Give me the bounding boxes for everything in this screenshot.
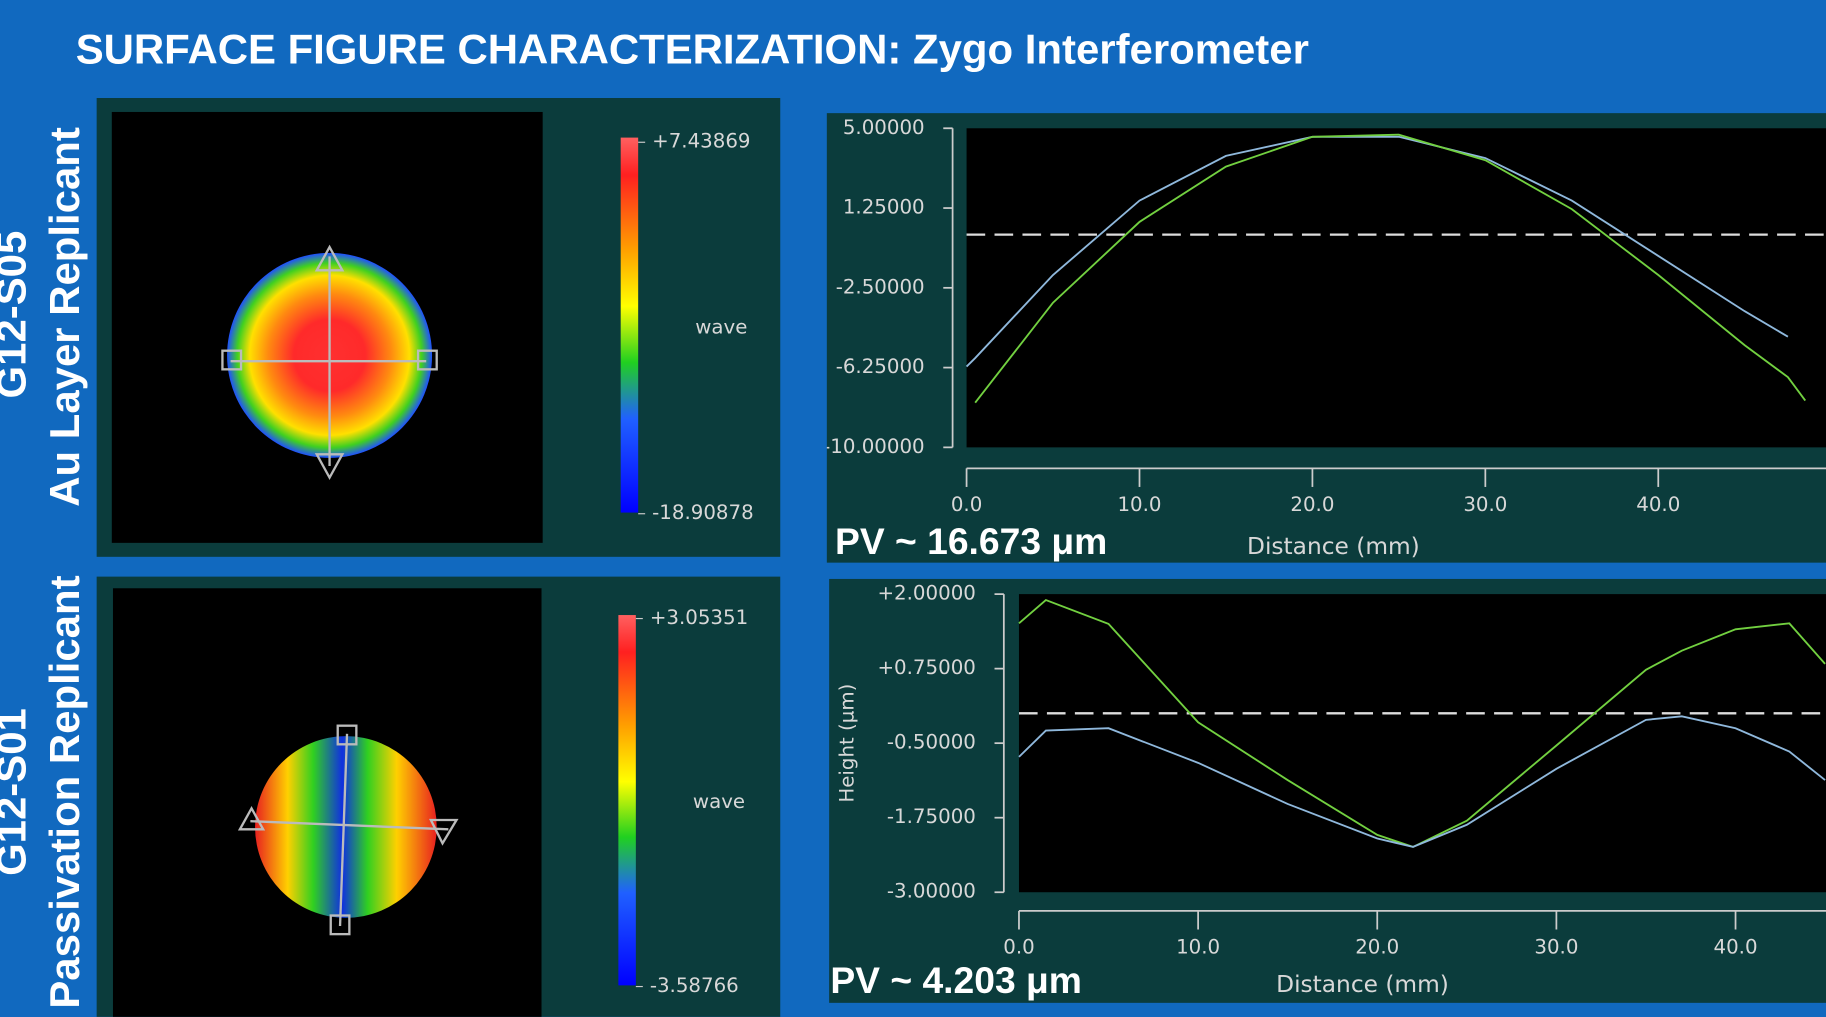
series-line <box>974 133 1807 404</box>
colorbar-unit: wave <box>695 315 747 338</box>
chart: +2.00000 +0.75000 -0.50000 -1.75000 -3.00000… <box>830 582 1826 1001</box>
colorbar <box>620 137 639 513</box>
sample-label: Passivation Replicant <box>41 575 88 1008</box>
crosshair <box>221 244 438 481</box>
pv-annotation: PV ~ 16.673 μm <box>835 520 1107 562</box>
x-tick-label: 0.0 <box>1003 936 1034 959</box>
x-tick-label: 40.0 <box>1714 936 1758 959</box>
x-axis-label: Distance (mm) <box>1247 533 1420 560</box>
series-line <box>1018 598 1826 848</box>
y-tick-label: -0.50000 <box>887 731 976 754</box>
sample-id: G12-S05 <box>0 231 35 399</box>
plot-area <box>1018 594 1826 893</box>
colorbar-max: +3.05351 <box>650 606 748 629</box>
y-tick-label: -6.25000 <box>836 355 925 378</box>
x-tick-label: 0.0 <box>951 493 982 516</box>
x-tick-label: 30.0 <box>1463 493 1507 516</box>
x-tick-label: 40.0 <box>1636 493 1680 516</box>
x-tick-label: 20.0 <box>1355 936 1399 959</box>
y-tick-label: 5.00000 <box>843 116 925 139</box>
series-line <box>965 135 1789 368</box>
y-tick-label: +2.00000 <box>877 582 975 605</box>
surface-map <box>255 736 437 918</box>
colorbar <box>618 615 636 986</box>
x-axis-label: Distance (mm) <box>1276 971 1449 998</box>
pv-annotation: PV ~ 4.203 μm <box>830 959 1082 1001</box>
y-tick-label: +0.75000 <box>877 656 975 679</box>
colorbar-unit: wave <box>693 790 745 813</box>
crosshair <box>237 724 459 936</box>
x-tick-label: 10.0 <box>1117 493 1161 516</box>
y-tick-label: 1.25000 <box>843 196 925 219</box>
colorbar-min: -18.90878 <box>652 501 754 524</box>
plot-area <box>966 128 1826 448</box>
sample-label: Au Layer Replicant <box>41 127 88 507</box>
y-tick-label: -3.00000 <box>887 880 976 903</box>
sample-id: G12-S01 <box>0 708 35 876</box>
colorbar-max: +7.43869 <box>652 130 750 153</box>
chart: 5.00000 1.25000 -2.50000 -6.25000 -10.00000 0… <box>823 116 1826 562</box>
x-tick-label: 20.0 <box>1290 493 1334 516</box>
y-tick-label: -2.50000 <box>836 275 925 298</box>
y-tick-label: -10.00000 <box>823 435 925 458</box>
series-line <box>1018 715 1826 848</box>
colorbar-min: -3.58766 <box>650 974 739 997</box>
x-tick-label: 10.0 <box>1176 936 1220 959</box>
x-tick-label: 30.0 <box>1534 936 1578 959</box>
y-axis-label: Height (µm) <box>835 684 858 803</box>
slide-title: SURFACE FIGURE CHARACTERIZATION: Zygo In… <box>76 26 1309 73</box>
y-tick-label: -1.75000 <box>887 805 976 828</box>
